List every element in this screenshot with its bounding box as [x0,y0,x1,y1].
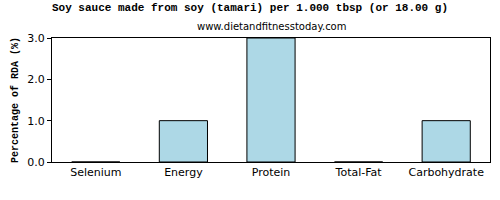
svg-text:Total-Fat: Total-Fat [335,166,383,179]
svg-text:Carbohydrate: Carbohydrate [408,166,484,179]
svg-text:0.0: 0.0 [27,156,45,169]
svg-text:Soy sauce made from soy (tamar: Soy sauce made from soy (tamari) per 1.0… [52,2,448,14]
svg-text:Percentage of RDA (%): Percentage of RDA (%) [10,37,21,163]
svg-text:1.0: 1.0 [27,115,45,128]
svg-text:2.0: 2.0 [27,73,45,86]
svg-text:Selenium: Selenium [70,166,121,179]
svg-text:www.dietandfitnesstoday.com: www.dietandfitnesstoday.com [197,21,346,32]
svg-text:Energy: Energy [164,166,203,179]
svg-text:Protein: Protein [252,166,291,179]
svg-text:3.0: 3.0 [27,32,45,45]
